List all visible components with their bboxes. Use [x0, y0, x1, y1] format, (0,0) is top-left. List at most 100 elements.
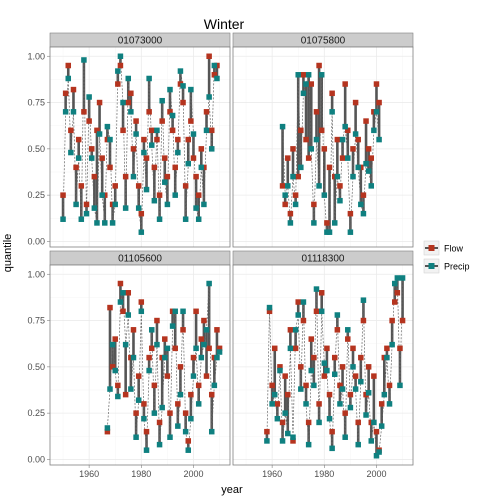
- precip-point: [282, 410, 288, 416]
- precip-point: [165, 346, 171, 352]
- precip-point: [154, 128, 160, 134]
- precip-point: [157, 442, 163, 448]
- precip-point: [348, 405, 354, 411]
- precip-point: [306, 72, 312, 78]
- precip-point: [118, 54, 124, 60]
- precip-point: [105, 124, 111, 130]
- flow-point: [112, 183, 118, 189]
- precip-point: [342, 434, 348, 440]
- flow-point: [285, 392, 291, 398]
- flow-point: [115, 81, 121, 87]
- flow-point: [144, 429, 150, 435]
- precip-point: [136, 397, 142, 403]
- precip-point: [285, 431, 291, 437]
- flow-point: [288, 211, 294, 217]
- precip-point: [204, 128, 210, 134]
- flow-point: [324, 346, 330, 352]
- precip-point: [144, 187, 150, 193]
- precip-point: [371, 128, 377, 134]
- precip-point: [89, 155, 95, 161]
- flow-point: [149, 346, 155, 352]
- precip-point: [165, 202, 171, 208]
- flow-point: [63, 91, 69, 97]
- precip-point: [311, 383, 317, 389]
- flow-point: [355, 137, 361, 143]
- flow-point: [183, 183, 189, 189]
- flow-point: [327, 392, 333, 398]
- precip-point: [183, 216, 189, 222]
- flow-point: [152, 383, 158, 389]
- precip-point: [172, 309, 178, 315]
- flow-point: [392, 299, 398, 305]
- precip-point: [272, 392, 278, 398]
- flow-point: [335, 137, 341, 143]
- flow-point: [170, 128, 176, 134]
- flow-point: [76, 137, 82, 143]
- flow-point: [350, 146, 356, 152]
- precip-point: [337, 401, 343, 407]
- precip-point: [99, 192, 105, 198]
- precip-point: [306, 442, 312, 448]
- flow-point: [73, 165, 79, 171]
- precip-point: [167, 87, 173, 93]
- y-tick-label: 0.25: [27, 408, 45, 418]
- flow-point: [81, 109, 87, 115]
- legend-item-precip: Precip: [424, 259, 470, 273]
- precip-point: [133, 434, 139, 440]
- precip-point: [282, 192, 288, 198]
- precip-point: [309, 146, 315, 152]
- precip-point: [340, 137, 346, 143]
- flow-point: [295, 299, 301, 305]
- flow-point: [361, 192, 367, 198]
- legend-key-marker: [429, 263, 435, 269]
- precip-point: [335, 312, 341, 318]
- flow-point: [120, 309, 126, 315]
- precip-point: [329, 109, 335, 115]
- precip-point: [133, 131, 139, 137]
- panels: 010730000.000.250.500.751.00010758000110…: [27, 33, 413, 479]
- flow-point: [199, 146, 205, 152]
- precip-point: [366, 390, 372, 396]
- flow-point: [157, 192, 163, 198]
- flow-point: [348, 392, 354, 398]
- precip-point: [376, 449, 382, 455]
- flow-point: [348, 211, 354, 217]
- flow-point: [340, 155, 346, 161]
- flow-point: [269, 383, 275, 389]
- flow-point: [293, 346, 299, 352]
- flow-point: [311, 202, 317, 208]
- precip-point: [63, 109, 69, 115]
- precip-point: [355, 442, 361, 448]
- precip-point: [159, 98, 165, 104]
- flow-point: [206, 346, 212, 352]
- precip-point: [314, 137, 320, 143]
- flow-point: [361, 318, 367, 324]
- precip-point: [60, 216, 66, 222]
- flow-point: [345, 336, 351, 342]
- precip-point: [94, 220, 100, 226]
- flow-point: [353, 100, 359, 106]
- flow-point: [204, 373, 210, 379]
- flow-point: [191, 155, 197, 161]
- precip-point: [275, 416, 281, 422]
- legend: Flow Precip: [424, 241, 470, 273]
- flow-point: [319, 290, 325, 296]
- flow-point: [316, 63, 322, 69]
- flow-point: [193, 174, 199, 180]
- panel-01073000: 01073000 0.00 0.25 0.50 0.75 1.00: [27, 33, 230, 247]
- precip-point: [146, 368, 152, 374]
- precip-point: [115, 394, 121, 400]
- precip-point: [186, 447, 192, 453]
- flow-point: [374, 81, 380, 87]
- precip-point: [358, 202, 364, 208]
- flow-point: [280, 183, 286, 189]
- precip-point: [322, 360, 328, 366]
- precip-point: [120, 290, 126, 296]
- precip-point: [107, 137, 113, 143]
- precip-point: [293, 202, 299, 208]
- legend-item-flow: Flow: [424, 241, 464, 255]
- precip-point: [209, 429, 215, 435]
- precip-point: [141, 150, 147, 156]
- precip-point: [361, 211, 367, 217]
- y-axis-label: quantile: [2, 234, 14, 273]
